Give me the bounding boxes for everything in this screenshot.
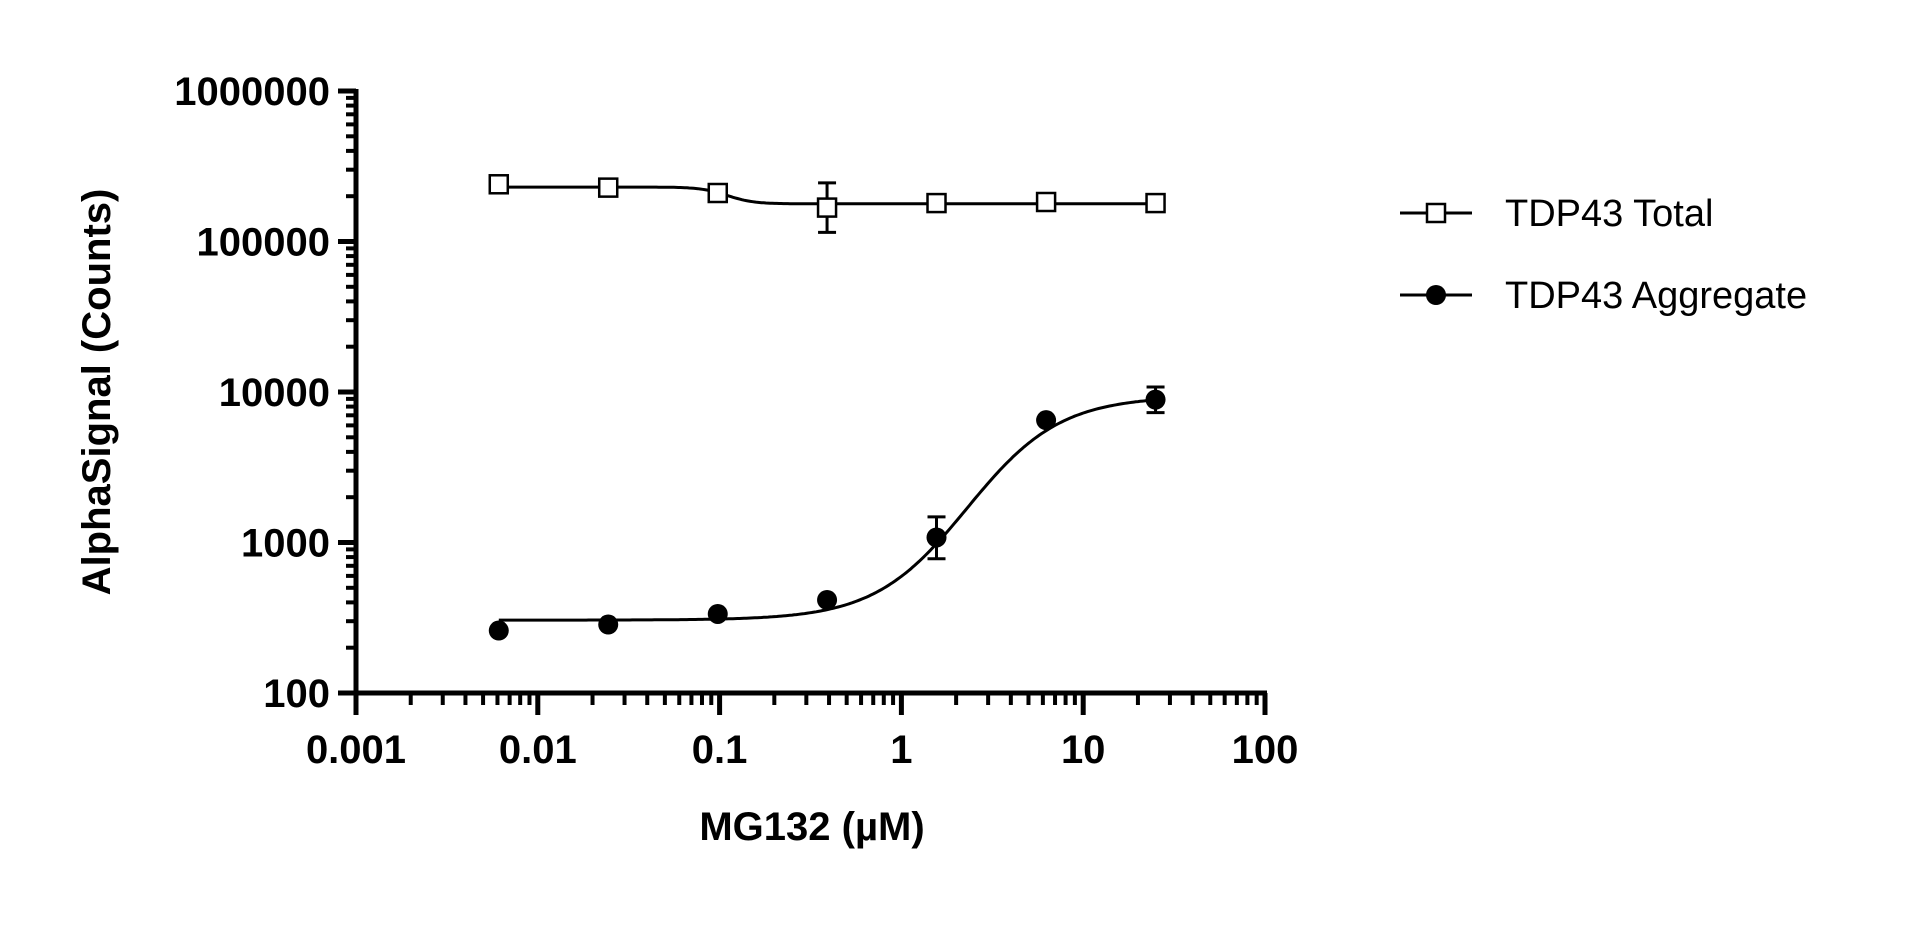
axes: 0.001 0.01 0.1 1 10 100 100 1000 10000 100000 1000… (174, 70, 1298, 772)
data-point-total (707, 182, 729, 204)
data-point-aggregate (926, 527, 947, 548)
data-point-total (488, 174, 510, 195)
y-tick-label: 100000 (197, 221, 330, 265)
data-point-aggregate (707, 603, 728, 624)
data-point-aggregate (488, 620, 509, 641)
data-point-total (1145, 192, 1166, 214)
data-point-total (597, 177, 619, 198)
data-point-aggregate (1145, 389, 1166, 410)
legend-label: TDP43 Aggregate (1505, 275, 1807, 317)
data-point-aggregate (817, 589, 838, 610)
y-axis-title: AlphaSignal (Counts) (75, 189, 119, 596)
legend-marker-square (1425, 202, 1447, 224)
data-point-total (816, 197, 838, 218)
x-axis-title: MG132 (µM) (699, 805, 924, 849)
legend-marker-circle (1426, 285, 1446, 305)
x-tick-label: 0.1 (692, 728, 748, 772)
y-tick-label: 1000000 (174, 70, 330, 114)
legend-label: TDP43 Total (1505, 193, 1713, 235)
data-point-total (926, 192, 947, 214)
data-point-total (1035, 191, 1057, 213)
x-tick-label: 1 (890, 728, 912, 772)
x-tick-label: 100 (1232, 728, 1299, 772)
plot-area (488, 174, 1166, 641)
y-tick-label: 100 (263, 672, 330, 716)
data-point-aggregate (1036, 410, 1057, 431)
y-tick-label: 1000 (241, 522, 330, 566)
fit-curve-aggregate (498, 398, 1156, 622)
y-tick-label: 10000 (219, 371, 330, 415)
legend: TDP43 Total TDP43 Aggregate (1400, 193, 1807, 317)
x-tick-label: 0.001 (306, 728, 406, 772)
x-tick-label: 0.01 (499, 728, 577, 772)
data-point-aggregate (598, 614, 619, 635)
x-tick-label: 10 (1061, 728, 1106, 772)
